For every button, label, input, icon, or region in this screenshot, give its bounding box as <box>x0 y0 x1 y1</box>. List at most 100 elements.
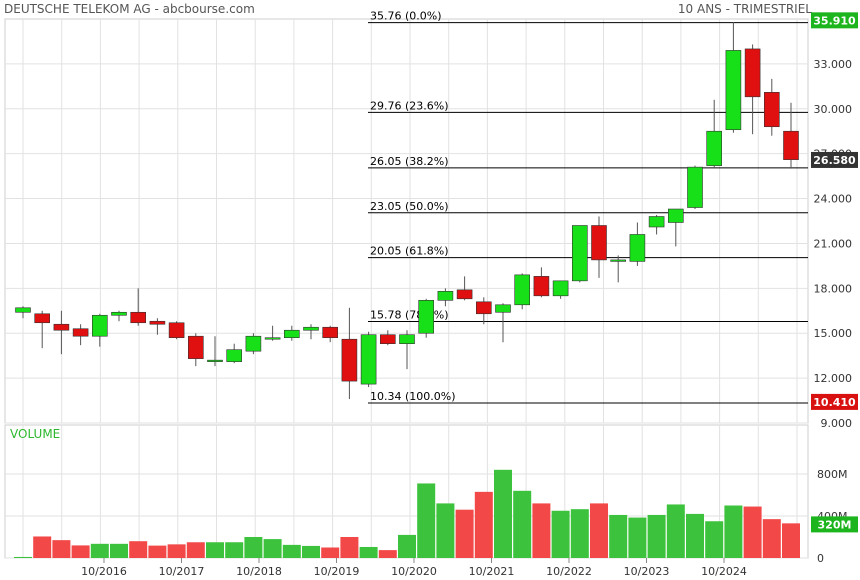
candle-up <box>552 280 569 297</box>
volume-bar <box>570 509 589 558</box>
time-tick-label: 10/2020 <box>391 565 437 578</box>
candle-up <box>571 225 588 282</box>
candle-up <box>610 259 627 262</box>
candle-down <box>72 328 89 337</box>
fibonacci-label: 20.05 (61.8%) <box>370 245 449 258</box>
candle-up <box>360 334 377 385</box>
candle-up <box>111 311 127 316</box>
candle-up <box>207 359 223 362</box>
candle-up <box>264 337 281 340</box>
volume-bar <box>321 547 340 558</box>
chart-title: DEUTSCHE TELEKOM AG - abcbourse.com <box>4 2 255 16</box>
candle-up <box>629 234 646 262</box>
candle-down <box>379 334 396 344</box>
price-tick-label: 12.000 <box>814 372 853 385</box>
candle-up <box>283 329 300 339</box>
candle-down <box>53 323 70 331</box>
candle-up <box>15 307 31 313</box>
fibonacci-label: 26.05 (38.2%) <box>370 155 449 168</box>
time-tick-label: 10/2023 <box>624 565 670 578</box>
volume-bar <box>609 514 628 558</box>
high-price-label: 35.910 <box>813 14 856 27</box>
volume-bar <box>743 506 762 558</box>
volume-bar <box>436 503 455 558</box>
candle-down <box>475 301 492 315</box>
high-price-label-box <box>811 12 858 29</box>
volume-bar <box>263 539 282 558</box>
period-label: 10 ANS - TRIMESTRIEL <box>677 2 812 16</box>
time-tick-label: 10/2017 <box>159 565 205 578</box>
volume-bar <box>551 510 570 558</box>
volume-bar <box>340 537 359 558</box>
candle-down <box>341 338 358 382</box>
price-labels: 35.910 26.580 10.410 320M <box>811 12 858 533</box>
volume-bar <box>90 543 109 558</box>
candle-up <box>226 349 242 362</box>
time-axis: 10/2016 10/2017 10/2018 10/2019 10/2020 10/20… <box>81 558 747 578</box>
volume-bar <box>474 491 493 558</box>
volume-bar <box>628 517 647 558</box>
volume-bar <box>455 509 474 558</box>
candle-up <box>706 130 723 166</box>
candle-down <box>149 320 166 325</box>
candle-down <box>591 225 607 261</box>
volume-bar <box>762 519 781 558</box>
candle-up <box>495 304 511 313</box>
fibonacci-label: 29.76 (23.6%) <box>370 99 449 112</box>
candle-down <box>168 322 185 339</box>
volume-bar <box>417 483 436 558</box>
fibonacci-label: 15.78 (78.6%) <box>370 309 449 322</box>
last-volume-label-box <box>811 516 858 533</box>
time-tick-label: 10/2022 <box>546 565 592 578</box>
candle-up <box>667 208 684 223</box>
price-tick-label: 18.000 <box>814 282 853 295</box>
volume-bar <box>647 514 666 558</box>
volume-bar <box>148 545 167 558</box>
volume-bar <box>686 513 704 558</box>
candle-down <box>130 311 146 324</box>
volume-bar <box>398 534 416 558</box>
volume-bar <box>52 540 71 558</box>
time-tick-label: 10/2021 <box>469 565 515 578</box>
last-volume-label: 320M <box>818 518 852 531</box>
volume-bars <box>14 469 800 558</box>
candle-up <box>687 166 703 208</box>
volume-bar <box>666 504 685 558</box>
time-tick-label: 10/2024 <box>701 565 747 578</box>
candle-down <box>533 276 550 297</box>
price-tick-label: 9.000 <box>821 417 853 430</box>
candle-up <box>418 300 435 334</box>
candle-up <box>648 216 665 228</box>
fibonacci-label: 35.76 (0.0%) <box>370 10 442 23</box>
candle-up <box>303 326 319 331</box>
price-tick-label: 30.000 <box>814 103 853 116</box>
fibonacci-label: 10.34 (100.0%) <box>370 390 456 403</box>
volume-tick-label: 0 <box>817 552 824 565</box>
volume-bar <box>359 546 378 558</box>
grid-lines <box>5 19 808 559</box>
volume-bar <box>302 545 320 558</box>
price-tick-label: 33.000 <box>814 58 853 71</box>
fibonacci-levels: 35.76 (0.0%) 29.76 (23.6%) 26.05 (38.2%) 23… <box>368 10 808 404</box>
last-price-label-box <box>811 151 858 168</box>
volume-title: VOLUME <box>10 427 60 441</box>
volume-bar <box>378 550 397 558</box>
price-tick-label: 21.000 <box>814 237 853 250</box>
volume-tick-label: 800M <box>817 468 848 481</box>
last-price-label: 26.580 <box>813 154 856 167</box>
volume-bar <box>225 542 244 558</box>
price-tick-label: 15.000 <box>814 327 853 340</box>
volume-bar <box>513 490 532 558</box>
low-price-label: 10.410 <box>813 396 856 409</box>
volume-bar <box>186 542 205 558</box>
volume-bar <box>494 469 512 558</box>
candle-up <box>437 291 454 301</box>
candle-down <box>34 313 51 324</box>
volume-bar <box>167 544 186 558</box>
volume-bar <box>282 544 301 558</box>
candle-up <box>245 335 262 352</box>
candle-down <box>783 130 799 160</box>
volume-bar <box>705 521 724 558</box>
volume-bar <box>206 542 224 558</box>
